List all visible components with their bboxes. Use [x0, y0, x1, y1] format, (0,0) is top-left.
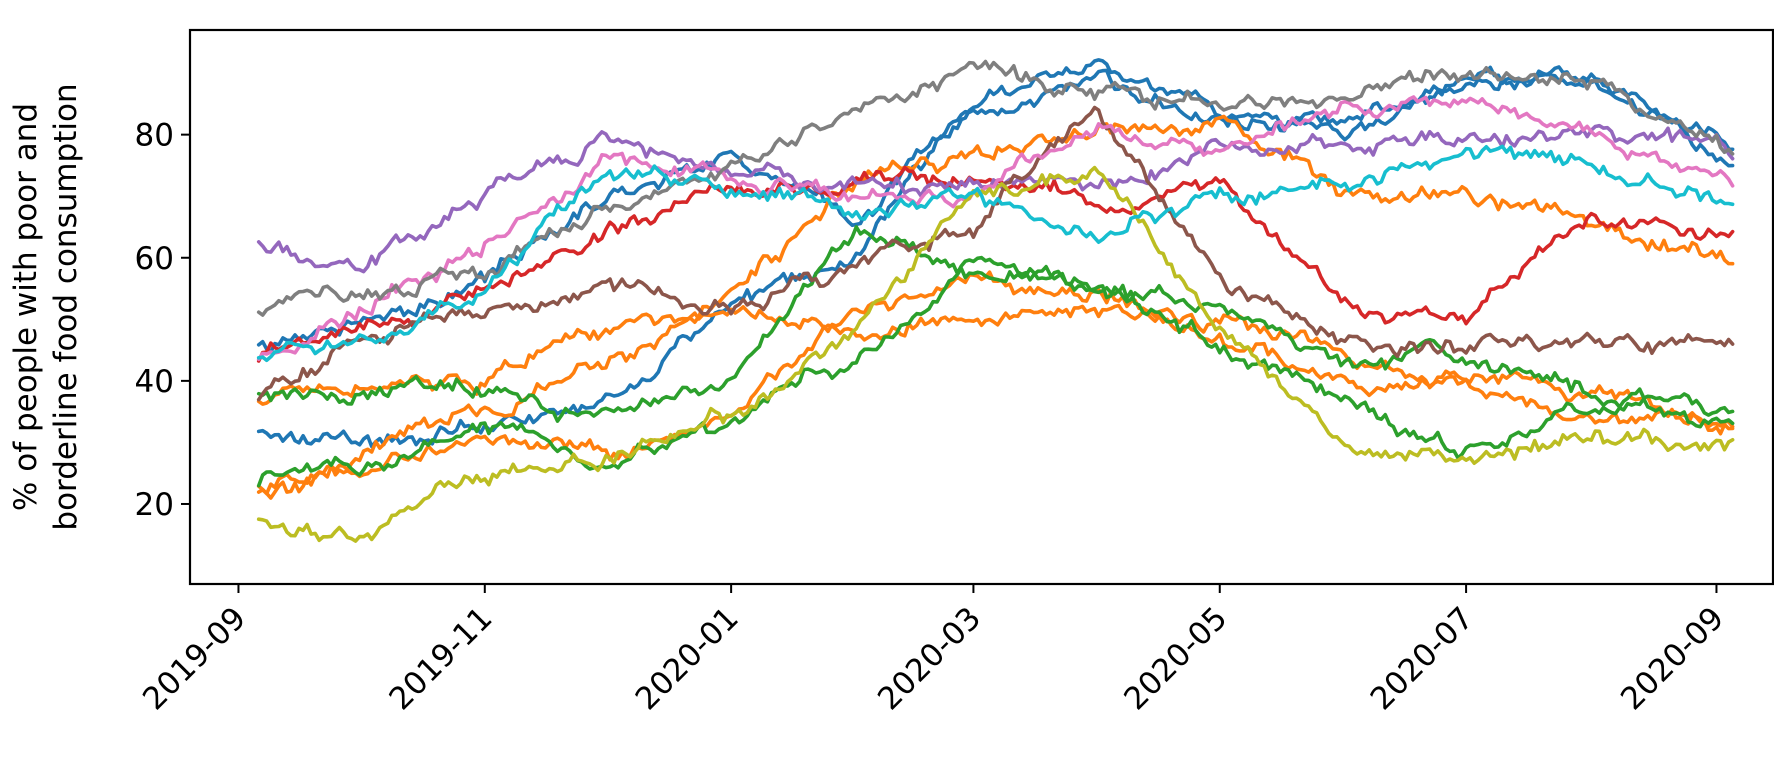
y-tick-label: 40 — [135, 364, 174, 400]
y-tick-label: 60 — [135, 241, 174, 277]
x-tick-label: 2019-09 — [136, 600, 253, 717]
series-line-14 — [256, 144, 1735, 363]
x-axis: 2019-09 2019-11 2020-01 2020-03 2020-05 2020-… — [136, 584, 1731, 717]
series-line-11 — [256, 95, 1735, 362]
x-tick-label: 2020-05 — [1117, 600, 1234, 717]
series-line-7 — [256, 266, 1735, 488]
y-axis-label-line-1: % of people with poor and — [8, 103, 44, 511]
y-axis: 20 40 60 80 — [135, 118, 190, 523]
x-tick-label: 2020-07 — [1364, 600, 1481, 717]
x-tick-label: 2020-03 — [871, 600, 988, 717]
series-line-5 — [256, 270, 1735, 500]
y-axis-label-line-2: borderline food consumption — [48, 83, 84, 530]
series-line-13 — [256, 165, 1735, 543]
series-line-4 — [256, 303, 1735, 496]
plot-frame — [188, 28, 1774, 586]
y-tick-label: 20 — [135, 487, 174, 523]
plot-area: 20 40 60 80 2019-09 2019-11 2020-01 2020-03 202… — [135, 28, 1774, 717]
series-line-12 — [256, 59, 1735, 317]
series-layer — [256, 58, 1735, 543]
x-tick-label: 2020-01 — [629, 600, 746, 717]
series-line-3 — [256, 114, 1735, 406]
x-tick-label: 2020-09 — [1614, 600, 1731, 717]
series-line-6 — [256, 225, 1735, 423]
x-tick-label: 2019-11 — [382, 600, 499, 717]
y-tick-label: 80 — [135, 118, 174, 154]
